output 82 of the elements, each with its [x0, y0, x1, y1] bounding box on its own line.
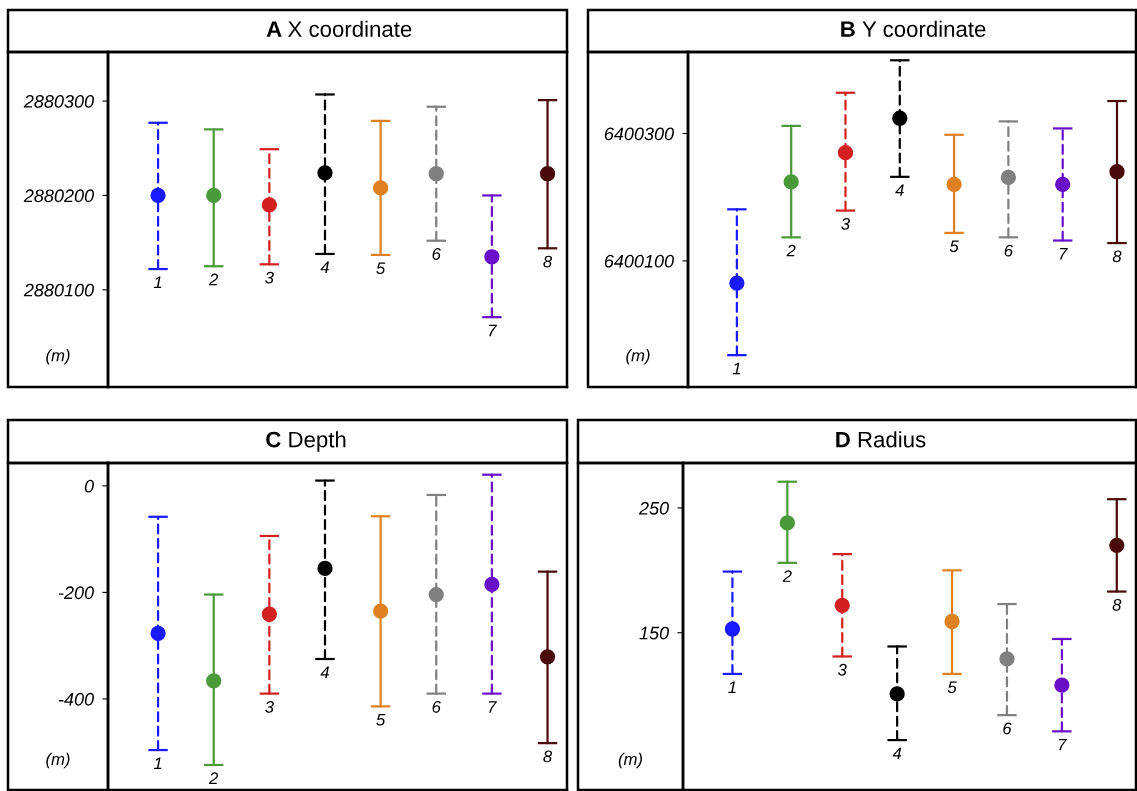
- x-tick-label: 7: [488, 324, 498, 337]
- y-tick-label: 2880100: [23, 283, 94, 297]
- point: [999, 651, 1015, 667]
- point: [539, 166, 556, 182]
- point: [206, 187, 222, 204]
- point: [837, 144, 854, 161]
- x-tick-label: 2: [782, 570, 792, 582]
- x-tick-label: 1: [732, 362, 741, 375]
- x-tick-label: 8: [1112, 250, 1122, 263]
- x-tick-label: 6: [432, 700, 441, 713]
- y-tick-label: 2880200: [23, 189, 94, 203]
- x-tick-label: 3: [265, 700, 274, 713]
- y-axis-title: (m): [626, 349, 650, 365]
- point: [834, 597, 850, 613]
- point: [1000, 169, 1017, 186]
- point: [539, 649, 556, 665]
- point: [428, 586, 444, 603]
- point: [946, 176, 962, 193]
- point: [729, 275, 745, 291]
- x-tick-label: 5: [947, 681, 957, 694]
- point: [261, 197, 277, 213]
- point: [889, 686, 905, 702]
- y-tick-label: -400: [58, 692, 94, 706]
- point: [150, 187, 166, 204]
- x-tick-label: 1: [728, 681, 736, 693]
- point: [944, 613, 960, 630]
- x-tick-label: 2: [208, 273, 219, 286]
- chart-title: B Y coordinate: [841, 20, 986, 37]
- point: [428, 166, 444, 182]
- y-axis-title: (m): [618, 752, 642, 769]
- point: [206, 673, 222, 689]
- x-tick-label: 6: [1004, 244, 1014, 257]
- y-tick-label: 250: [638, 501, 669, 515]
- point: [892, 110, 908, 126]
- y-tick-label: 150: [639, 626, 669, 640]
- x-tick-label: 8: [543, 750, 553, 763]
- point: [317, 165, 333, 181]
- y-tick-label: 6400100: [604, 254, 674, 268]
- point: [261, 606, 277, 622]
- point: [372, 180, 389, 196]
- x-tick-label: 3: [265, 271, 274, 284]
- x-tick-label: 8: [1112, 598, 1122, 611]
- chart-title: D Radius: [836, 431, 926, 448]
- point: [1109, 537, 1125, 554]
- point: [484, 249, 500, 265]
- point: [724, 621, 741, 637]
- x-tick-label: 7: [488, 701, 498, 713]
- x-tick-label: 7: [1059, 248, 1068, 260]
- x-tick-label: 8: [543, 255, 553, 268]
- x-tick-label: 5: [376, 713, 386, 726]
- x-tick-label: 2: [786, 244, 796, 257]
- x-tick-label: 3: [841, 217, 850, 230]
- x-tick-label: 5: [376, 262, 386, 275]
- x-tick-label: 1: [153, 757, 162, 770]
- x-tick-label: 4: [892, 747, 902, 760]
- x-tick-label: 7: [1058, 738, 1068, 751]
- point: [150, 625, 166, 642]
- x-tick-label: 2: [208, 772, 219, 784]
- x-tick-label: 4: [320, 261, 329, 273]
- y-tick-label: 6400300: [604, 127, 674, 141]
- x-tick-label: 6: [432, 248, 441, 260]
- point: [1055, 176, 1071, 193]
- point: [1054, 677, 1070, 693]
- x-tick-label: 6: [1003, 722, 1012, 735]
- chart-title: A X coordinate: [266, 20, 412, 37]
- y-tick-label: -200: [58, 586, 94, 600]
- x-tick-label: 4: [320, 666, 329, 679]
- point: [372, 603, 389, 619]
- x-tick-label: 5: [949, 240, 959, 253]
- point: [779, 515, 795, 531]
- y-tick-label: 0: [84, 479, 94, 493]
- x-tick-label: 4: [895, 184, 904, 196]
- y-axis-title: (m): [46, 349, 70, 365]
- chart-title: C Depth: [266, 431, 346, 452]
- point: [317, 560, 333, 577]
- point: [783, 174, 799, 190]
- y-tick-label: 2880300: [23, 95, 94, 108]
- y-axis-title: (m): [46, 752, 70, 769]
- x-tick-label: 1: [153, 276, 162, 289]
- x-tick-label: 3: [837, 663, 847, 676]
- point: [1109, 164, 1125, 180]
- point: [484, 576, 500, 593]
